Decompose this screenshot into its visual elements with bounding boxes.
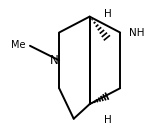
Text: H: H <box>104 115 112 125</box>
Text: H: H <box>104 9 112 19</box>
Text: NH: NH <box>129 27 144 38</box>
Text: Me: Me <box>11 40 25 50</box>
Text: N: N <box>50 54 59 67</box>
